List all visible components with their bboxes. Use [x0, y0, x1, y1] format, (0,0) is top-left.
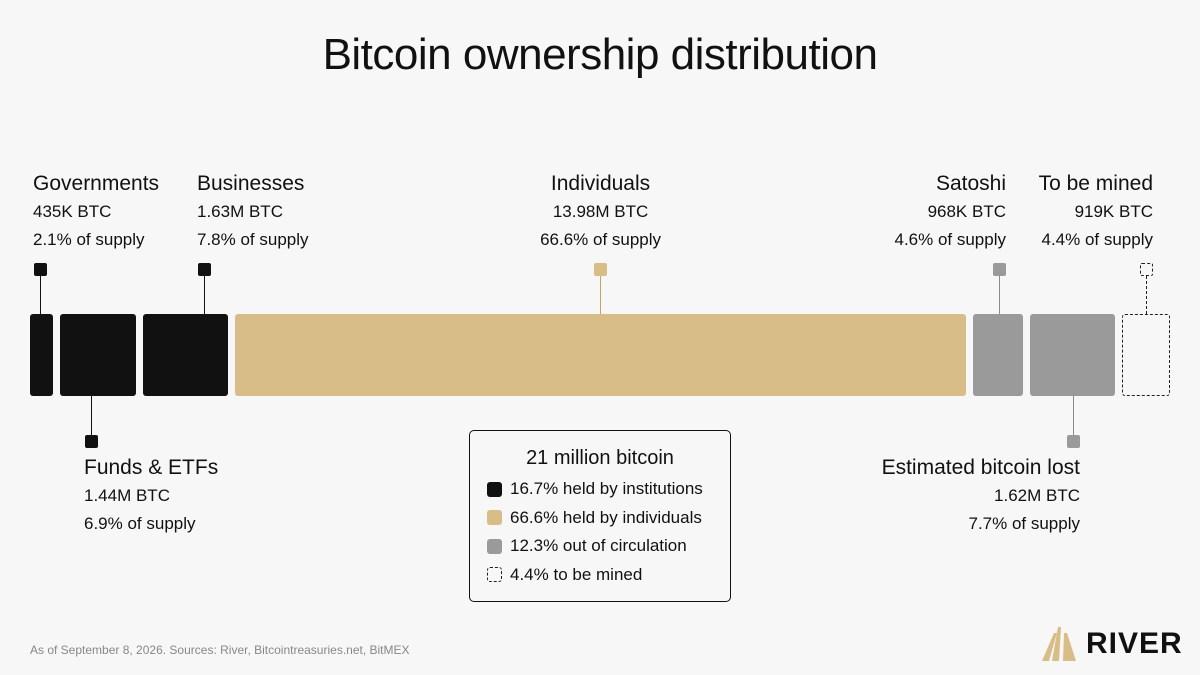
label-funds-btc: 1.44M BTC: [84, 486, 170, 505]
bar-funds: [60, 314, 136, 396]
label-individuals-pct: 66.6% of supply: [540, 230, 662, 249]
label-satoshi: Satoshi 968K BTC 4.6% of supply: [746, 170, 1006, 254]
label-businesses-pct: 7.8% of supply: [197, 230, 309, 249]
label-satoshi-pct: 4.6% of supply: [894, 230, 1006, 249]
connector-governments: [39, 276, 41, 314]
source-footnote: As of September 8, 2026. Sources: River,…: [30, 643, 410, 657]
marker-satoshi: [992, 263, 1006, 276]
label-governments: Governments 435K BTC 2.1% of supply: [33, 170, 293, 254]
river-logo-text: RIVER: [1086, 627, 1183, 660]
river-logo: RIVER: [1040, 625, 1183, 663]
label-lost: Estimated bitcoin lost 1.62M BTC 7.7% of s…: [820, 454, 1080, 538]
legend-swatch-individuals: [487, 510, 502, 526]
legend-label-institutions: 16.7% held by institutions: [510, 479, 703, 499]
label-funds: Funds & ETFs 1.44M BTC 6.9% of supply: [84, 454, 344, 538]
label-individuals-name: Individuals: [550, 172, 651, 195]
label-mined-pct: 4.4% of supply: [1041, 230, 1153, 249]
label-mined: To be mined 919K BTC 4.4% of supply: [893, 170, 1153, 254]
label-funds-pct: 6.9% of supply: [84, 514, 196, 533]
legend-box: 21 million bitcoin 16.7% held by institu…: [469, 430, 731, 602]
legend-swatch-to_be_mined: [487, 567, 502, 583]
marker-lost: [1066, 435, 1080, 448]
label-lost-btc: 1.62M BTC: [994, 486, 1080, 505]
label-individuals: Individuals 13.98M BTC 66.6% of supply: [471, 170, 731, 254]
bar-individuals: [235, 314, 966, 396]
label-lost-pct: 7.7% of supply: [968, 514, 1080, 533]
label-satoshi-btc: 968K BTC: [927, 202, 1006, 221]
label-mined-btc: 919K BTC: [1074, 202, 1153, 221]
marker-funds: [84, 435, 98, 448]
connector-lost: [1072, 396, 1074, 435]
connector-mined: [1145, 276, 1147, 314]
bar-businesses: [142, 314, 229, 396]
river-logo-icon: [1042, 627, 1076, 661]
label-satoshi-name: Satoshi: [935, 172, 1006, 195]
chart-title: Bitcoin ownership distribution: [322, 30, 878, 79]
legend-label-out_of_circulation: 12.3% out of circulation: [510, 536, 687, 556]
label-funds-name: Funds & ETFs: [84, 456, 219, 479]
connector-individuals: [600, 276, 602, 314]
marker-mined: [1139, 263, 1153, 276]
legend-swatch-out_of_circulation: [487, 538, 502, 554]
legend-label-to_be_mined: 4.4% to be mined: [510, 564, 643, 584]
legend-swatch-institutions: [487, 481, 502, 497]
legend-row-individuals: 66.6% held by individuals: [487, 504, 730, 533]
bar-governments: [30, 314, 54, 396]
marker-governments: [33, 263, 47, 276]
label-businesses-btc: 1.63M BTC: [197, 202, 283, 221]
label-businesses: Businesses 1.63M BTC 7.8% of supply: [197, 170, 457, 254]
marker-businesses: [197, 263, 211, 276]
legend-label-individuals: 66.6% held by individuals: [510, 507, 702, 527]
connector-businesses: [203, 276, 205, 314]
legend-title: 21 million bitcoin: [526, 447, 674, 469]
legend-row-to_be_mined: 4.4% to be mined: [487, 561, 730, 590]
label-individuals-btc: 13.98M BTC: [552, 202, 649, 221]
connector-satoshi: [998, 276, 1000, 314]
marker-individuals: [594, 263, 608, 276]
bar-satoshi: [972, 314, 1024, 396]
label-governments-btc: 435K BTC: [33, 202, 112, 221]
label-mined-name: To be mined: [1038, 172, 1153, 195]
connector-funds: [90, 396, 92, 435]
legend-row-institutions: 16.7% held by institutions: [487, 475, 730, 504]
bar-mined: [1121, 314, 1170, 396]
label-governments-name: Governments: [33, 172, 160, 195]
label-lost-name: Estimated bitcoin lost: [881, 456, 1080, 479]
label-governments-pct: 2.1% of supply: [33, 230, 145, 249]
legend-row-out_of_circulation: 12.3% out of circulation: [487, 532, 730, 561]
bar-lost: [1030, 314, 1115, 396]
label-businesses-name: Businesses: [197, 172, 305, 195]
